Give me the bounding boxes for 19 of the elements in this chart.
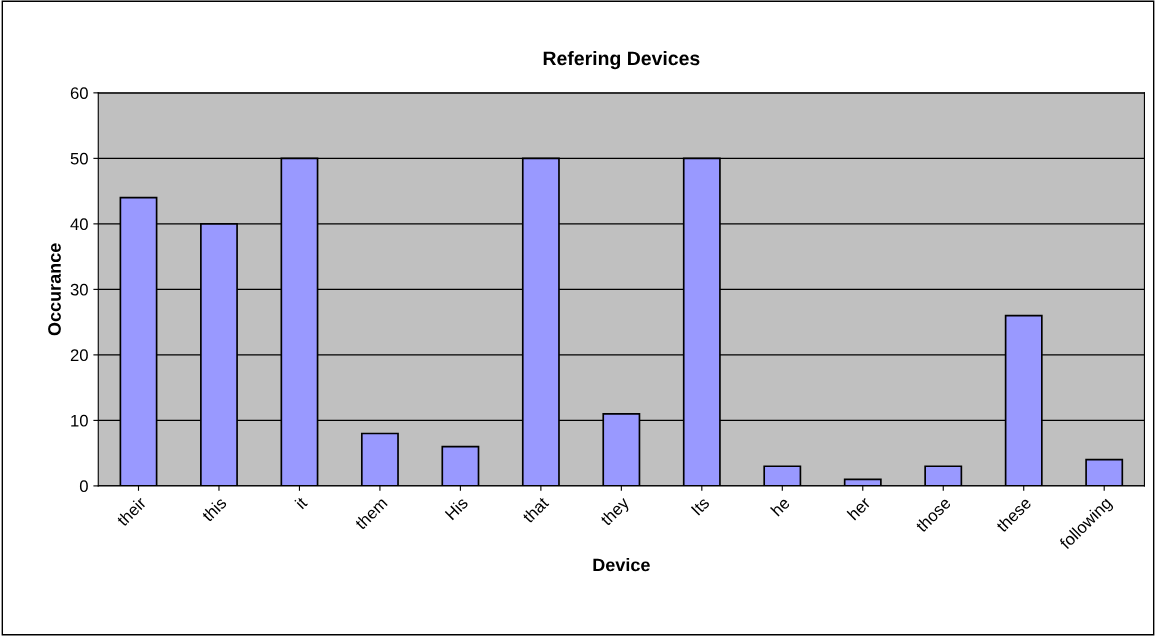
y-tick-label: 20 (70, 349, 88, 362)
y-tick-label: 60 (70, 87, 88, 100)
x-tick-label: her (846, 495, 872, 521)
y-tick-label: 10 (71, 414, 88, 427)
x-tick-label: this (200, 496, 228, 523)
x-tick-label: His (444, 496, 469, 521)
y-tick-label: 50 (70, 152, 88, 165)
x-tick-label: it (294, 495, 308, 510)
y-tick-label: 0 (79, 480, 88, 493)
x-tick-label: Its (690, 496, 711, 516)
x-tick-label: their (115, 495, 147, 528)
y-axis-title: Occurance (48, 243, 61, 336)
x-axis-title: Device (593, 558, 650, 572)
chart-title: Refering Devices (543, 50, 700, 70)
y-tick-label: 30 (70, 283, 88, 296)
y-tick-label: 40 (70, 218, 88, 231)
x-tick-label: they (599, 495, 633, 529)
x-tick-label: that (521, 495, 550, 524)
x-tick-label: he (770, 496, 791, 517)
